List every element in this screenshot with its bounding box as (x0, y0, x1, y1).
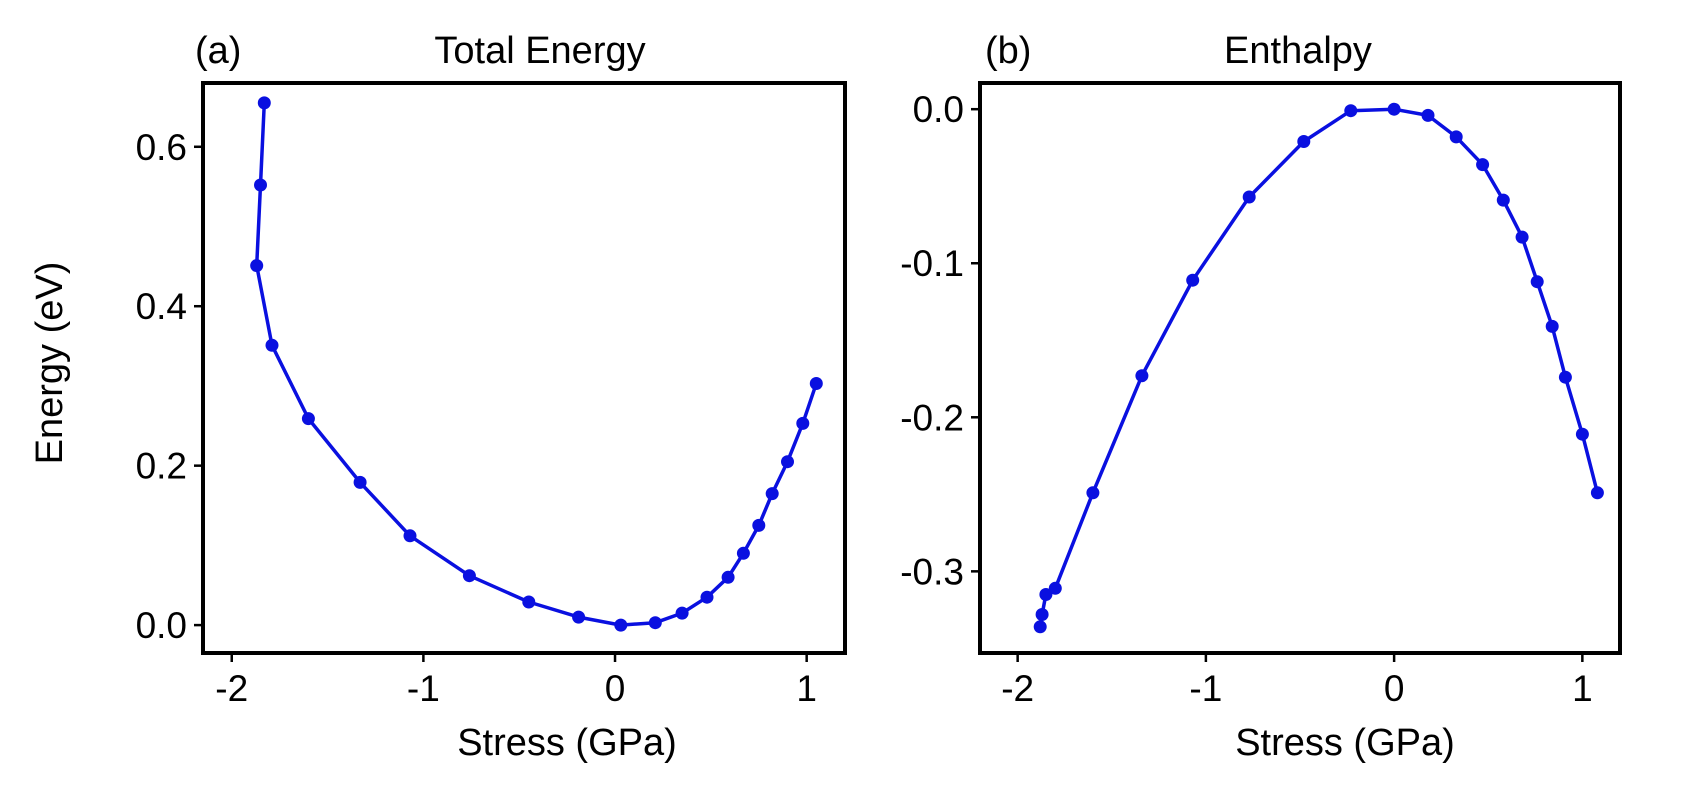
panel-a-data-point (403, 529, 417, 543)
panel-a-data-point (522, 595, 536, 609)
panel-b-data-point (1575, 427, 1589, 441)
panel-b-ticks (971, 107, 1584, 662)
panel-a-data-point (265, 338, 279, 352)
panel-b-x-tick-label: -2 (1001, 668, 1034, 709)
panel-a-x-axis-label: Stress (GPa) (457, 722, 677, 764)
panel-b-data-point (1590, 486, 1604, 500)
panel-a-data-point (257, 96, 271, 110)
panel-a-data-point (721, 570, 735, 584)
panel-a-y-tick-label: 0.4 (136, 286, 187, 327)
panel-a-points (250, 96, 823, 632)
panel-a-y-tick-label: 0.2 (136, 446, 187, 487)
panel-a-data-point (809, 377, 823, 390)
panel-b-plot-frame (978, 81, 1622, 655)
panel-b-data-point (1496, 193, 1510, 207)
panel-a-data-point (353, 475, 367, 489)
panel-b-data-point (1033, 620, 1047, 634)
panel-a-data-point (752, 518, 766, 532)
panel-b-data-point (1449, 130, 1463, 144)
panel-a-data-point (301, 412, 315, 426)
panel-b-x-tick-label: 1 (1572, 668, 1593, 709)
panel-a-data-point (250, 259, 264, 273)
panel-b-y-tick-label: -0.3 (900, 551, 964, 592)
panel-a-x-tick-label: 0 (605, 668, 626, 709)
panel-b-y-tick-label: 0.0 (913, 89, 964, 130)
panel-a-x-tick-label: -1 (407, 668, 440, 709)
panel-b-x-axis-label: Stress (GPa) (1235, 722, 1455, 764)
panel-a-data-point (648, 616, 662, 630)
panel-b-x-tick-label: 0 (1384, 668, 1405, 709)
panel-a-x-tick-label: -2 (215, 668, 248, 709)
panel-a-data-point (700, 590, 714, 604)
panel-b-data-point (1039, 588, 1053, 601)
panel-a-data-point (572, 610, 586, 624)
panel-a-data-point (462, 569, 476, 583)
panel-b-title: Enthalpy (1224, 30, 1372, 72)
panel-b-data-point (1545, 319, 1559, 333)
panel-b-data-point (1476, 158, 1490, 172)
panel-a-title: Total Energy (434, 30, 645, 72)
panel-b-data-point (1297, 135, 1311, 148)
panel-b-y-tick-label: -0.2 (900, 397, 964, 438)
panel-a-x-tick-label: 1 (796, 668, 817, 709)
panel-a-data-point (736, 546, 750, 560)
panel-a-tag: (a) (195, 30, 241, 72)
panel-a-tick-labels: -2 -1 0 1 0.0 0.2 0.4 0.6 (136, 127, 817, 709)
panel-a-plot-frame (201, 81, 847, 655)
panel-a-data-point (796, 416, 810, 430)
panel-a-y-tick-label: 0.6 (136, 127, 187, 168)
panel-b-data-point (1558, 370, 1572, 384)
panel-b-data-point (1186, 273, 1200, 287)
panel-a-data-point (254, 178, 267, 192)
panel-b-data-point (1515, 230, 1529, 244)
panel-b-points (1033, 102, 1604, 634)
panel-b-tag: (b) (985, 30, 1031, 72)
panel-b-data-point (1421, 108, 1435, 122)
panel-b-y-tick-label: -0.1 (900, 243, 964, 284)
panel-b-data-point (1530, 275, 1544, 289)
panel-a-data-point (614, 618, 628, 632)
panel-total-energy: (a) Total Energy Stress (GPa) Energy (eV… (29, 30, 847, 764)
panel-b-series-line (1038, 107, 1600, 628)
panel-a-data-point (781, 455, 794, 469)
panel-a-data-point (675, 606, 689, 620)
panel-b-data-point (1242, 190, 1256, 204)
panel-b-data-point (1344, 104, 1358, 118)
panel-a-y-axis-label: Energy (eV) (29, 262, 71, 465)
panel-enthalpy: (b) Enthalpy Stress (GPa) -2 -1 0 10.0-0.1-… (900, 30, 1622, 764)
panel-b-data-point (1387, 102, 1401, 116)
panel-b-data-point (1135, 369, 1149, 383)
panel-a-series-line (254, 102, 818, 627)
panel-b-tick-labels: -2 -1 0 1 0.0 -0.1 -0.2 -0.3 (900, 89, 1592, 709)
panel-a-y-tick-label: 0.0 (136, 605, 187, 646)
panel-b-data-point (1035, 608, 1049, 621)
panel-a-ticks (194, 145, 808, 662)
panel-b-data-point (1048, 581, 1062, 595)
panel-a-data-point (765, 487, 779, 501)
panel-b-x-tick-label: -1 (1189, 668, 1222, 709)
panel-b-data-point (1086, 486, 1100, 500)
